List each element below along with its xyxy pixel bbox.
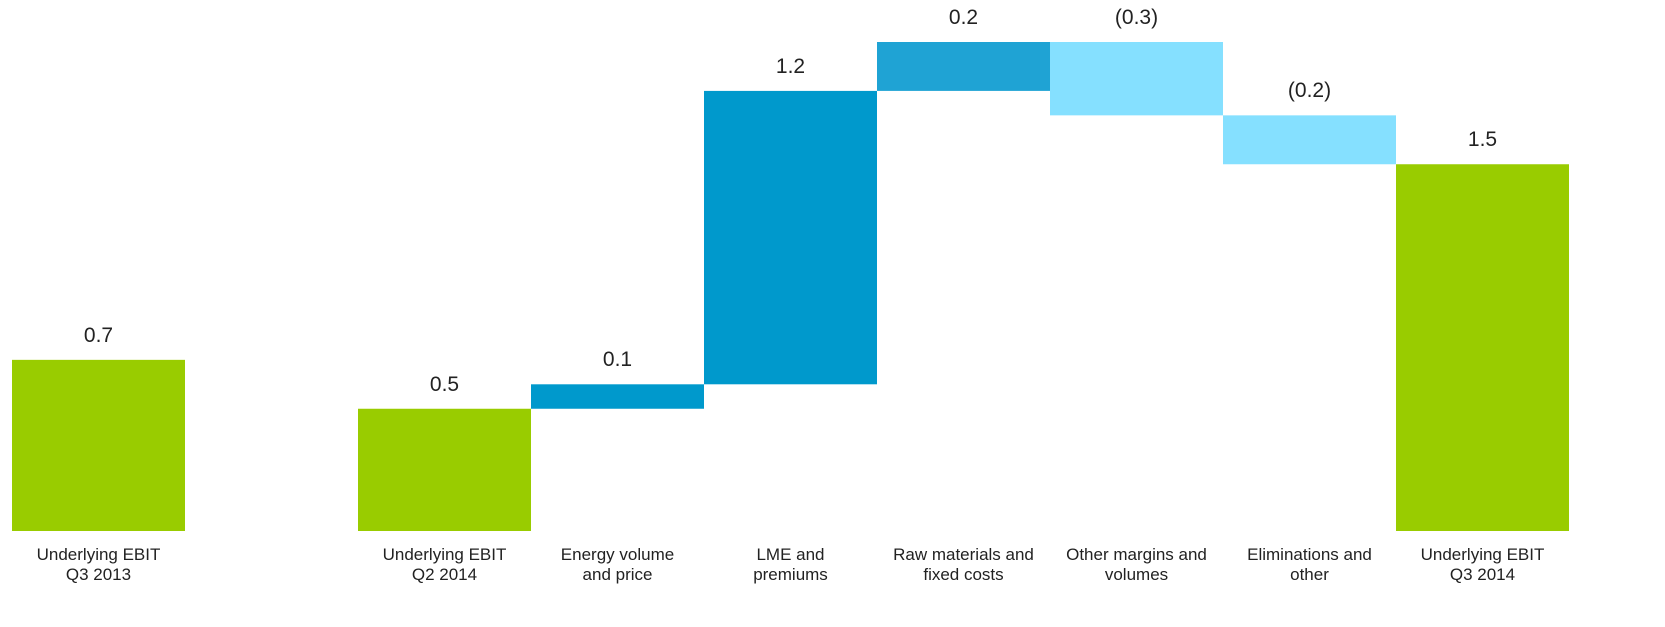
value-label: 0.5 [429,372,460,396]
bar [704,90,877,385]
x-tick-label: LME and premiums [753,545,828,584]
bar [358,408,531,531]
bar [1396,164,1569,531]
value-label: 0.1 [602,348,633,372]
value-label: (0.3) [1114,6,1159,29]
value-label: (0.2) [1287,79,1332,103]
x-tick-label: Underlying EBIT Q3 2014 [1420,545,1545,584]
bar [1050,42,1223,116]
value-label: 0.7 [83,323,114,347]
x-tick-label: Eliminations and other [1247,545,1372,584]
value-label: 1.5 [1467,128,1498,152]
bar [877,42,1050,91]
value-label: 1.2 [775,54,806,78]
x-tick-label: Underlying EBIT Q3 2013 [36,545,161,584]
x-tick-label: Other margins and volumes [1066,545,1207,584]
x-tick-label: Energy volume and price [560,545,675,584]
x-tick-label: Raw materials and fixed costs [893,545,1034,584]
x-tick-label: Underlying EBIT Q2 2014 [382,545,507,584]
value-label: 0.2 [948,6,979,29]
bar [12,359,185,531]
bar [531,384,704,409]
bar [1223,115,1396,165]
